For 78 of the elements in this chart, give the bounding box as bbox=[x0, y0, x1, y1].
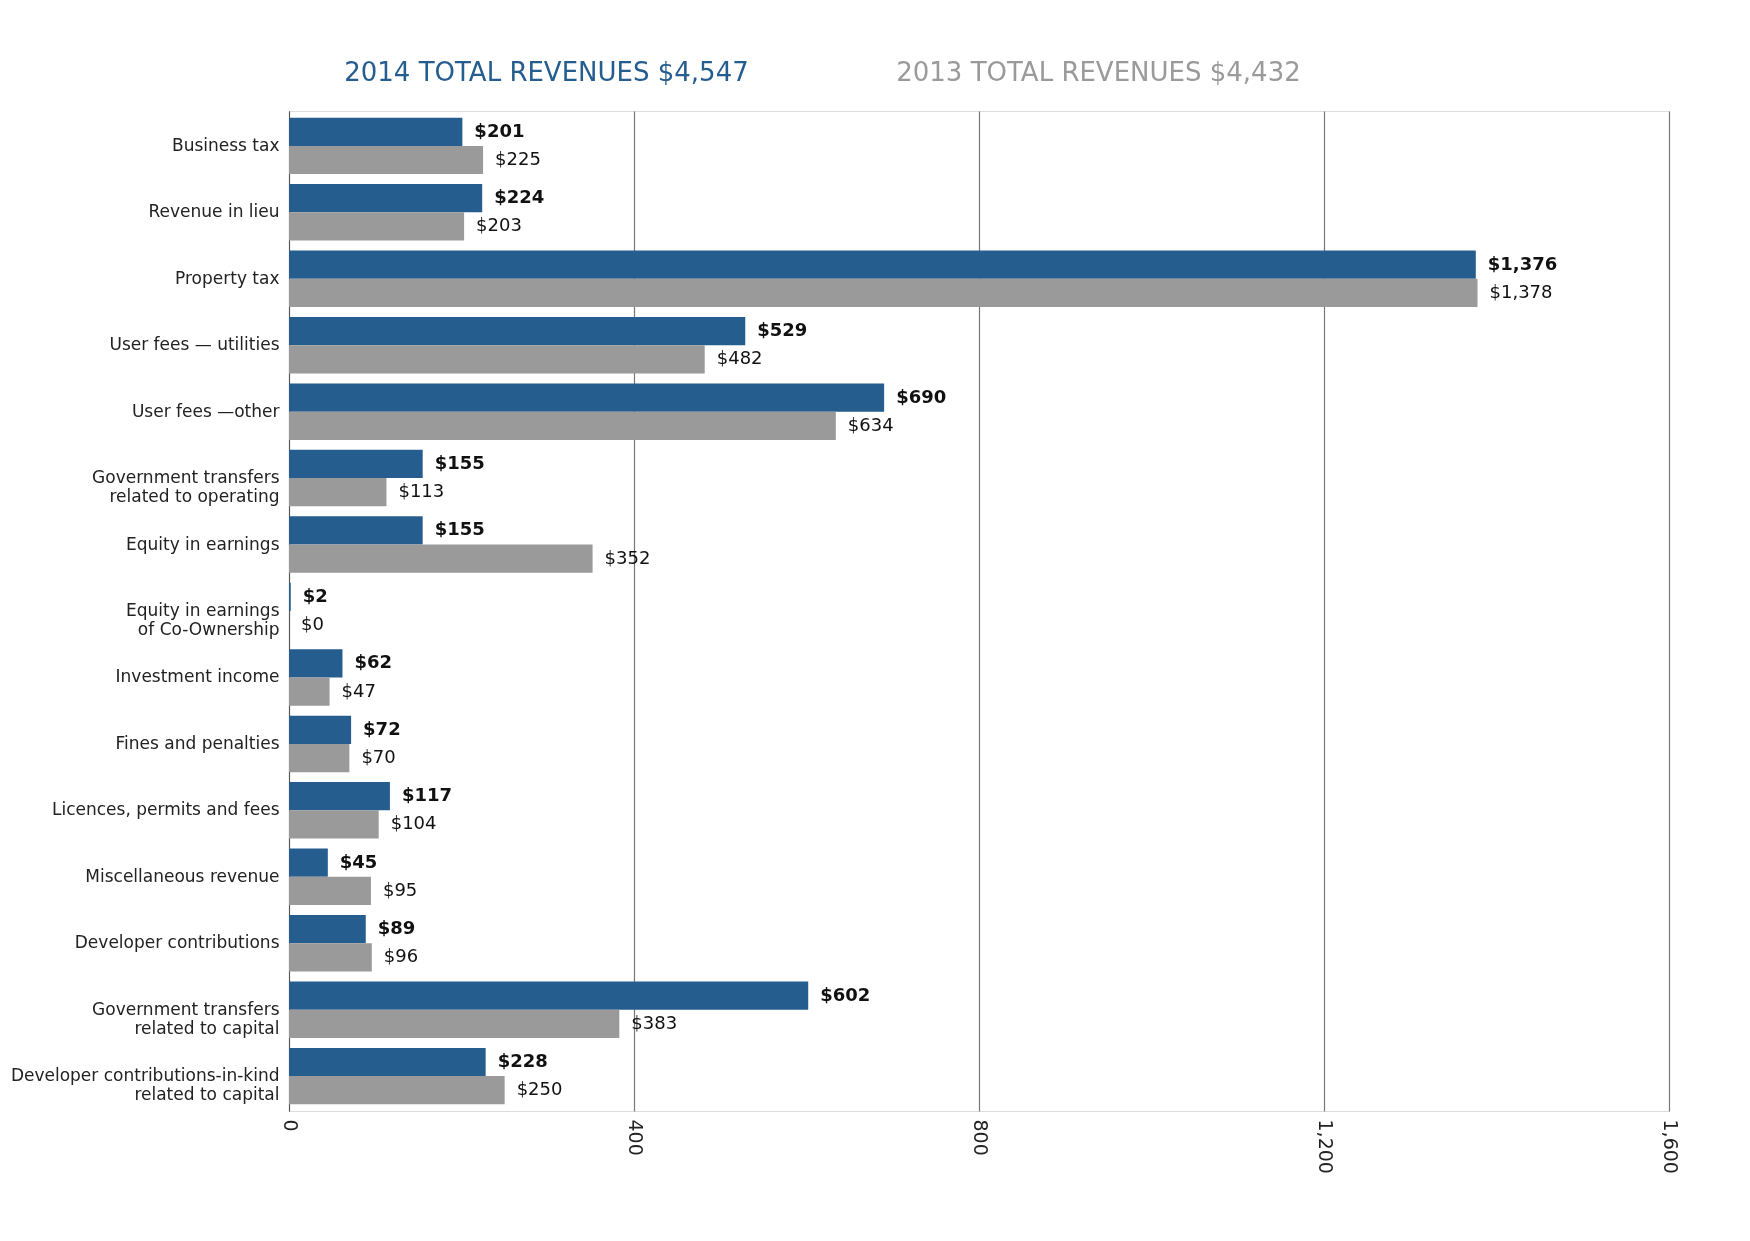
bar bbox=[289, 117, 463, 146]
y-tick-label: Government transfers related to operating bbox=[92, 467, 280, 507]
data-label: $72 bbox=[363, 717, 401, 739]
x-tick-label: 400 bbox=[624, 1119, 647, 1156]
data-label: $89 bbox=[377, 917, 416, 939]
bar bbox=[289, 544, 593, 573]
data-label: $690 bbox=[896, 385, 947, 407]
y-tick-label: Equity in earnings bbox=[125, 533, 280, 554]
data-label: $228 bbox=[497, 1050, 548, 1071]
bar bbox=[289, 316, 746, 346]
x-tick-label: 1,600 bbox=[1659, 1119, 1682, 1174]
data-label: $70 bbox=[361, 746, 396, 768]
data-label: $95 bbox=[382, 878, 418, 900]
bar bbox=[289, 677, 330, 706]
bar bbox=[289, 876, 371, 906]
bar bbox=[289, 743, 350, 773]
data-label: $117 bbox=[401, 784, 453, 806]
text: 2013 TOTAL REVENUES $4,432 bbox=[896, 57, 1301, 87]
y-tick-label: Revenue in lieu bbox=[148, 201, 280, 222]
bar bbox=[289, 212, 465, 241]
data-label: $1,376 bbox=[1487, 252, 1558, 274]
data-label: $155 bbox=[434, 518, 485, 540]
bar bbox=[289, 1009, 620, 1038]
data-label: $201 bbox=[474, 119, 525, 141]
series-label: 2014 TOTAL REVENUES $4,547 bbox=[344, 57, 749, 87]
data-label: $62 bbox=[354, 651, 393, 673]
bar bbox=[289, 411, 836, 440]
y-tick-label: Developer contributions-in-kind related to capital bbox=[10, 1065, 280, 1105]
data-label: $96 bbox=[383, 945, 419, 967]
data-label: $113 bbox=[398, 480, 445, 502]
bar bbox=[289, 1047, 486, 1077]
y-tick-label: User fees —other bbox=[131, 400, 280, 421]
y-tick-label: Licences, permits and fees bbox=[51, 799, 280, 820]
bar bbox=[289, 810, 379, 839]
x-tick-label: 0 bbox=[279, 1119, 302, 1132]
bar bbox=[289, 943, 372, 972]
data-label: $155 bbox=[434, 451, 485, 473]
data-label: $104 bbox=[390, 812, 437, 834]
bar bbox=[289, 848, 328, 877]
bar bbox=[289, 782, 390, 811]
data-label: $482 bbox=[716, 347, 763, 369]
x-tick-label: 800 bbox=[969, 1119, 992, 1156]
bar bbox=[289, 478, 387, 507]
x-tick-label: 1,200 bbox=[1314, 1119, 1337, 1174]
data-label: $203 bbox=[476, 214, 522, 236]
data-label: $225 bbox=[495, 148, 541, 169]
data-label: $602 bbox=[820, 983, 871, 1005]
y-tick-label: Fines and penalties bbox=[115, 732, 280, 753]
data-label: $2 bbox=[302, 584, 328, 606]
bar bbox=[289, 649, 343, 678]
bar bbox=[289, 383, 885, 412]
bar bbox=[289, 449, 423, 479]
data-label: $634 bbox=[847, 413, 894, 435]
data-label: $47 bbox=[341, 679, 376, 701]
bar bbox=[289, 715, 352, 744]
data-label: $1,378 bbox=[1489, 280, 1553, 302]
y-tick-label: Business tax bbox=[171, 134, 280, 155]
data-label: $250 bbox=[516, 1078, 563, 1100]
y-tick-label: Equity in earnings of Co-Ownership bbox=[125, 600, 280, 639]
y-tick-label: User fees — utilities bbox=[109, 334, 280, 355]
bar bbox=[289, 250, 1476, 279]
data-label: $529 bbox=[757, 319, 808, 341]
y-tick-label: Property tax bbox=[175, 267, 280, 288]
data-label: $0 bbox=[301, 613, 324, 635]
bar bbox=[289, 278, 1478, 308]
bar bbox=[289, 516, 423, 545]
bar bbox=[289, 345, 705, 374]
bar bbox=[289, 184, 483, 213]
bar bbox=[289, 1076, 505, 1105]
bar bbox=[289, 145, 484, 175]
bar bbox=[289, 914, 366, 944]
bar bbox=[289, 981, 809, 1010]
y-tick-label: Investment income bbox=[115, 666, 280, 687]
y-tick-label: Miscellaneous revenue bbox=[85, 865, 280, 886]
y-tick-label: Developer contributions bbox=[74, 932, 280, 953]
data-label: $224 bbox=[494, 186, 545, 208]
y-tick-label: Government transfers related to capital bbox=[92, 998, 280, 1038]
data-label: $45 bbox=[339, 850, 378, 872]
